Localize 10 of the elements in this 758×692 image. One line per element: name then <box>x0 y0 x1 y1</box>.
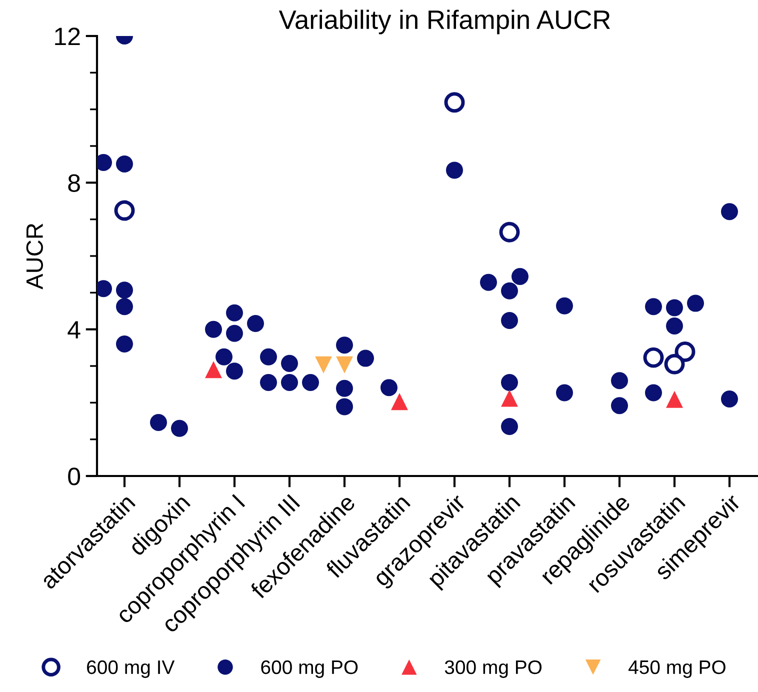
chart-title: Variability in Rifampin AUCR <box>278 10 610 34</box>
legend-label: 450 mg PO <box>628 660 726 678</box>
y-tick-label: 0 <box>68 468 80 486</box>
y-tick-label: 8 <box>68 174 80 192</box>
y-tick-label: 4 <box>68 321 80 338</box>
y-tick-label: 12 <box>55 28 80 46</box>
legend-label: 300 mg PO <box>444 660 542 678</box>
legend-label: 600 mg PO <box>261 660 358 678</box>
y-axis-title: AUCR <box>26 224 43 290</box>
legend-label: 600 mg IV <box>87 660 175 678</box>
